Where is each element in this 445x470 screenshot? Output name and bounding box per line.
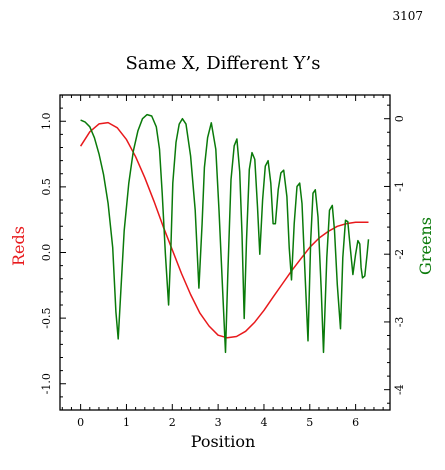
x-tick-label: 1 (123, 416, 130, 429)
x-tick-label: 3 (215, 416, 222, 429)
y-tick-label-left: 0.0 (40, 244, 53, 262)
y-axis-label-left: Reds (9, 226, 28, 266)
y-tick-label-left: -0.5 (40, 308, 53, 329)
y-axis-label-right: Greens (416, 217, 435, 275)
x-tick-label: 2 (169, 416, 176, 429)
x-axis-label: Position (191, 432, 256, 451)
reds-series-line (79, 121, 369, 339)
x-tick-label: 0 (77, 416, 84, 429)
y-tick-label-left: 0.5 (40, 178, 53, 196)
chart-title: Same X, Different Y’s (125, 53, 320, 74)
x-tick-label: 4 (260, 416, 267, 429)
page-number: 3107 (392, 9, 423, 23)
y-tick-label-right: -2 (393, 249, 406, 260)
greens-series-line (80, 113, 370, 354)
y-tick-label-right: -4 (393, 384, 406, 395)
y-tick-label-right: -3 (393, 317, 406, 328)
x-tick-label: 5 (306, 416, 313, 429)
y-tick-label-left: -1.0 (40, 373, 53, 394)
y-tick-label-left: 1.0 (40, 113, 53, 131)
plot-frame (59, 94, 391, 411)
y-tick-label-right: -1 (393, 181, 406, 192)
series-layer (79, 113, 370, 354)
x-tick-label: 6 (352, 416, 359, 429)
y-tick-label-right: 0 (393, 115, 406, 122)
